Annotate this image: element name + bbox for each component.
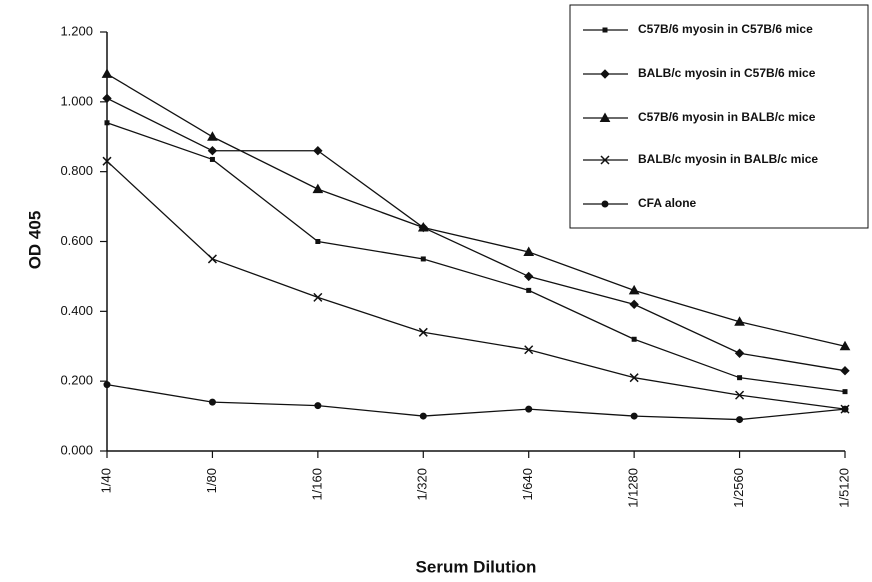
marker <box>599 112 611 122</box>
marker <box>208 398 216 406</box>
marker <box>207 146 218 156</box>
legend-label: C57B/6 myosin in C57B/6 mice <box>638 22 813 36</box>
marker <box>839 340 851 351</box>
x-tick-label: 1/640 <box>520 468 535 501</box>
x-tick-label: 1/5120 <box>836 468 851 508</box>
marker <box>314 402 322 410</box>
series-line <box>106 97 846 372</box>
series-line <box>106 384 846 421</box>
marker <box>104 120 110 126</box>
marker <box>313 292 323 302</box>
y-tick-label: 0.000 <box>60 442 93 457</box>
marker <box>734 348 745 358</box>
x-tick-label: 1/1280 <box>626 468 641 508</box>
marker <box>736 416 744 424</box>
y-tick-label: 0.200 <box>60 373 93 388</box>
marker <box>101 68 113 78</box>
marker <box>526 287 532 293</box>
marker <box>841 405 849 413</box>
legend-box <box>569 4 869 229</box>
marker <box>737 375 743 381</box>
marker <box>629 373 639 383</box>
x-tick-label: 1/160 <box>309 468 324 501</box>
marker <box>418 327 428 337</box>
y-tick-label: 1.000 <box>60 93 93 108</box>
x-axis-title: Serum Dilution <box>416 557 537 576</box>
marker <box>207 254 217 264</box>
y-tick-label: 0.600 <box>60 233 93 248</box>
marker <box>524 271 534 282</box>
marker <box>735 390 745 400</box>
y-tick-label: 0.800 <box>60 163 93 178</box>
marker <box>417 222 429 232</box>
marker <box>315 239 321 244</box>
marker <box>630 412 638 420</box>
marker <box>600 69 610 79</box>
legend-label: C57B/6 myosin in BALB/c mice <box>638 110 816 124</box>
marker <box>207 131 218 141</box>
marker <box>629 299 639 310</box>
marker <box>602 27 608 33</box>
marker <box>209 156 215 162</box>
y-tick-label: 1.200 <box>60 23 93 38</box>
marker <box>523 246 535 256</box>
marker <box>631 336 637 342</box>
legend-label: BALB/c myosin in BALB/c mice <box>638 152 818 166</box>
marker <box>419 412 427 420</box>
marker <box>102 93 112 104</box>
x-tick-label: 1/320 <box>415 468 430 501</box>
marker <box>524 345 534 355</box>
x-tick-label: 1/80 <box>204 468 219 493</box>
legend-label: BALB/c myosin in C57B/6 mice <box>638 66 816 80</box>
marker <box>600 155 610 165</box>
y-axis-title: OD 405 <box>25 211 44 270</box>
marker <box>102 156 112 166</box>
x-tick-label: 1/2560 <box>731 468 746 508</box>
marker <box>734 316 745 326</box>
series-line <box>106 122 846 393</box>
y-tick-label: 0.400 <box>60 303 93 318</box>
marker <box>312 183 324 194</box>
series-line <box>106 73 846 347</box>
marker <box>842 389 848 395</box>
x-tick-label: 1/40 <box>98 468 113 493</box>
marker <box>313 146 323 156</box>
marker <box>840 365 850 376</box>
marker <box>420 256 426 262</box>
marker <box>601 200 609 208</box>
marker <box>628 284 640 295</box>
marker <box>103 381 111 389</box>
legend-label: CFA alone <box>638 196 697 210</box>
marker <box>525 405 533 413</box>
series-line <box>106 160 846 410</box>
